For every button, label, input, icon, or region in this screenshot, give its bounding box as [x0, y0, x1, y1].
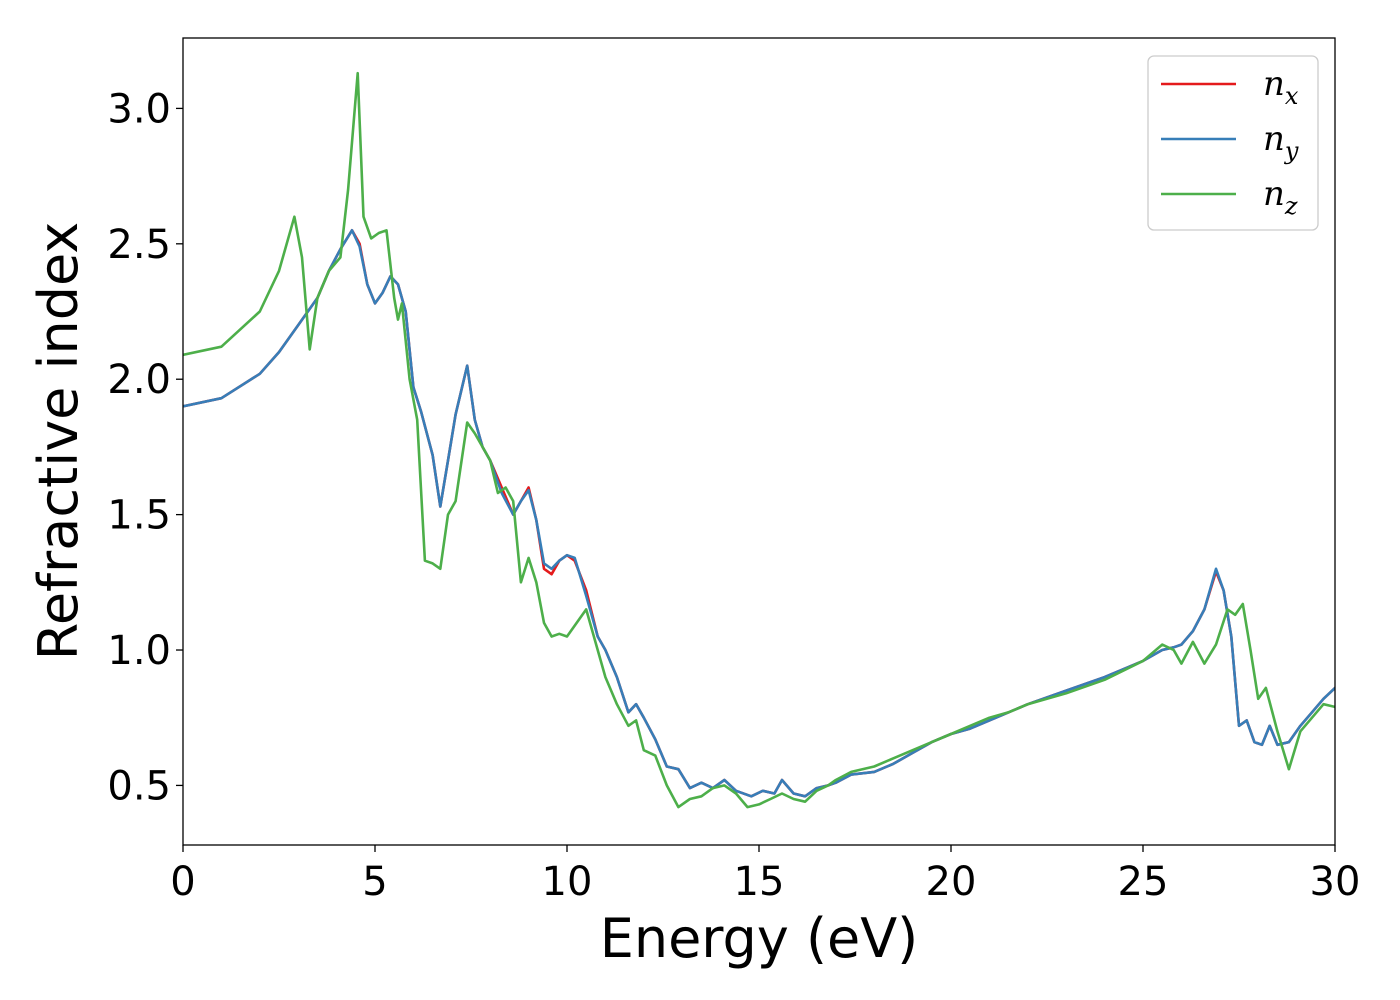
y-tick-label: 2.0	[107, 357, 171, 403]
y-tick-label: 0.5	[107, 763, 171, 809]
plot-frame	[182, 37, 1336, 846]
y-tick-label: 3.0	[107, 86, 171, 132]
x-axis: 0 5 10 15 20 25 30	[170, 845, 1360, 905]
legend-label-z: nz	[1263, 174, 1298, 220]
series-line-y	[183, 229, 1335, 798]
series-line-z	[183, 71, 1335, 809]
y-tick-label: 1.0	[107, 628, 171, 674]
x-tick-label: 20	[926, 859, 977, 905]
x-tick-label: 15	[734, 859, 785, 905]
series-line-x	[183, 229, 1335, 798]
x-tick-label: 0	[170, 859, 195, 905]
y-tick-label: 2.5	[107, 222, 171, 268]
x-tick-label: 25	[1118, 859, 1169, 905]
x-tick-label: 10	[542, 859, 593, 905]
x-tick-label: 5	[362, 859, 387, 905]
y-axis-label: Refractive index	[27, 222, 90, 661]
legend-frame	[1147, 55, 1319, 231]
plot-area	[183, 71, 1335, 809]
legend-label-y: ny	[1263, 119, 1299, 165]
y-tick-label: 1.5	[107, 493, 171, 539]
x-axis-label: Energy (eV)	[600, 907, 919, 970]
legend-label-x: nx	[1263, 64, 1299, 110]
x-tick-label: 30	[1310, 859, 1361, 905]
legend: nx ny nz	[1147, 55, 1319, 231]
y-axis: 0.5 1.0 1.5 2.0 2.5 3.0	[107, 86, 183, 809]
